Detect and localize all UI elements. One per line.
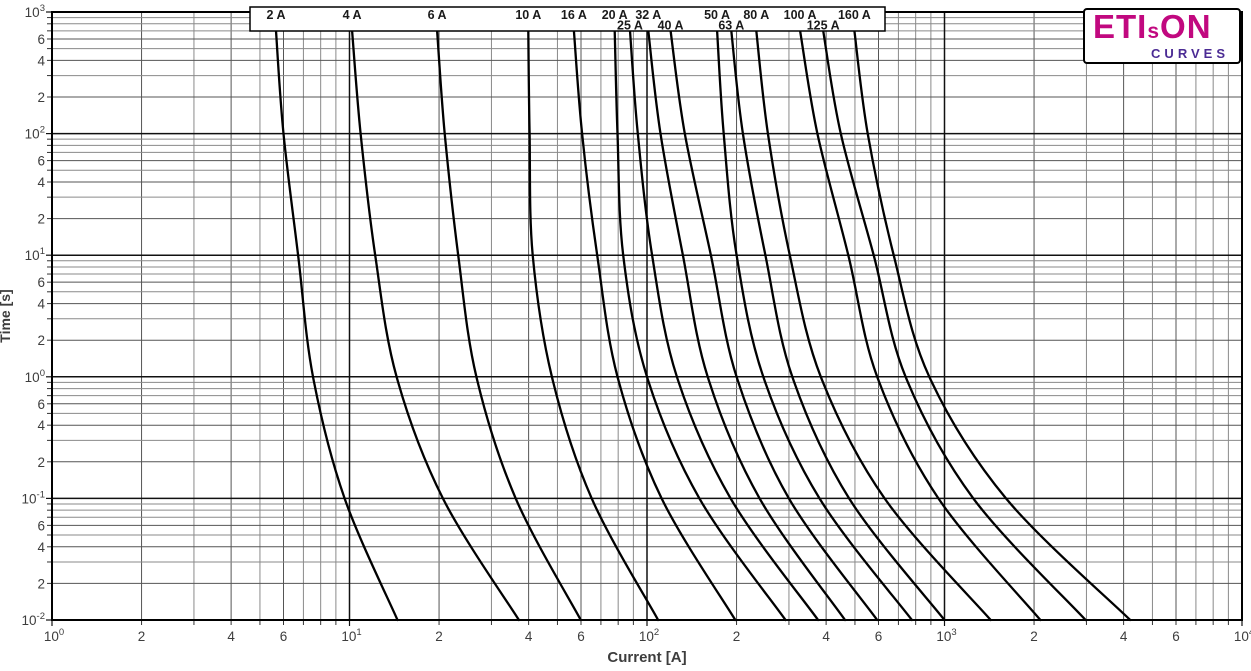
y-tick-label: 101 [25, 246, 45, 263]
y-tick-label: 4 [37, 418, 45, 433]
x-tick-label: 2 [1030, 629, 1038, 644]
rating-label-box [249, 6, 886, 32]
y-tick-label: 2 [37, 455, 45, 470]
logo-subtitle: CURVES [1151, 45, 1229, 61]
x-tick-label: 6 [577, 629, 585, 644]
curve-label-100A: 100 A [784, 8, 817, 22]
fuse-curve-4A [350, 29, 521, 622]
fuse-curve-32A [647, 29, 847, 622]
fuse-curve-80A [755, 29, 992, 622]
x-axis-title: Current [A] [607, 649, 686, 666]
fuse-curve-125A [822, 29, 1087, 622]
x-tick-label: 103 [936, 627, 956, 644]
y-axis-title: Time [s] [0, 289, 13, 342]
y-tick-label: 102 [25, 125, 45, 142]
logo-brand-eti: ETI [1093, 7, 1148, 45]
x-tick-label: 6 [875, 629, 883, 644]
logo-brand-s: s [1147, 19, 1161, 43]
logo-brand-on: ON [1160, 7, 1212, 45]
y-tick-label: 4 [37, 540, 45, 555]
x-tick-label: 2 [138, 629, 146, 644]
fuse-curve-63A [730, 29, 946, 622]
y-tick-label: 4 [37, 297, 45, 312]
curve-label-160A: 160 A [838, 8, 871, 22]
y-tick-label: 2 [37, 90, 45, 105]
curve-label-25A: 25 A [617, 19, 643, 33]
fuse-curve-16A [572, 29, 737, 622]
x-tick-label: 4 [822, 629, 830, 644]
curve-label-16A: 16 A [561, 8, 587, 22]
etison-logo: ETIsON CURVES [1083, 8, 1241, 64]
grid [46, 11, 1243, 626]
y-tick-label: 2 [37, 576, 45, 591]
x-tick-label: 104 [1234, 627, 1251, 644]
curve-label-125A: 125 A [807, 19, 840, 33]
x-tick-label: 101 [341, 627, 361, 644]
x-tick-label: 4 [227, 629, 235, 644]
y-tick-label: 6 [37, 397, 45, 412]
fuse-curves [274, 29, 1132, 622]
fuse-curve-160A [853, 29, 1132, 622]
curve-label-2A: 2 A [267, 8, 286, 22]
x-tick-labels: 100 2 4 6 101 2 4 6 102 2 4 6 103 2 4 6 104 [44, 627, 1251, 644]
fuse-curve-40A [669, 29, 879, 622]
curve-label-40A: 40 A [658, 19, 684, 33]
curve-label-50A: 50 A [704, 8, 730, 22]
curve-label-6A: 6 A [428, 8, 447, 22]
y-tick-label: 100 [25, 368, 45, 385]
logo-brand-text: ETIsON [1093, 10, 1231, 47]
y-tick-label: 6 [37, 32, 45, 47]
x-tick-label: 100 [44, 627, 64, 644]
fuse-curve-20A [613, 29, 787, 622]
fuse-curve-2A [274, 29, 399, 622]
curve-label-80A: 80 A [743, 8, 769, 22]
x-tick-label: 102 [639, 627, 659, 644]
curve-label-20A: 20 A [602, 8, 628, 22]
x-tick-label: 2 [435, 629, 443, 644]
y-tick-label: 103 [25, 3, 45, 20]
fuse-curve-10A [527, 29, 660, 622]
fuse-curve-6A [435, 29, 582, 622]
y-tick-label: 4 [37, 53, 45, 68]
fuse-curve-50A [715, 29, 914, 622]
x-tick-label: 4 [1120, 629, 1128, 644]
y-tick-label: 6 [37, 275, 45, 290]
x-tick-label: 6 [280, 629, 288, 644]
x-tick-label: 6 [1172, 629, 1180, 644]
fuse-curve-100A [798, 29, 1042, 622]
x-tick-label: 4 [525, 629, 533, 644]
curve-label-10A: 10 A [515, 8, 541, 22]
y-tick-label: 2 [37, 333, 45, 348]
curve-label-4A: 4 A [343, 8, 362, 22]
x-tick-label: 2 [733, 629, 741, 644]
y-tick-label: 6 [37, 154, 45, 169]
y-tick-labels: 103 6 4 2 102 6 4 2 101 6 4 2 100 6 4 2 10-1 6 4 2 10-2 [22, 3, 46, 628]
y-tick-label: 10-1 [22, 489, 45, 506]
fuse-curve-25A [628, 29, 820, 622]
y-tick-label: 10-2 [22, 611, 45, 628]
curve-label-63A: 63 A [718, 19, 744, 33]
y-tick-label: 6 [37, 518, 45, 533]
y-tick-label: 4 [37, 175, 45, 190]
y-tick-label: 2 [37, 212, 45, 227]
curve-label-32A: 32 A [635, 8, 661, 22]
